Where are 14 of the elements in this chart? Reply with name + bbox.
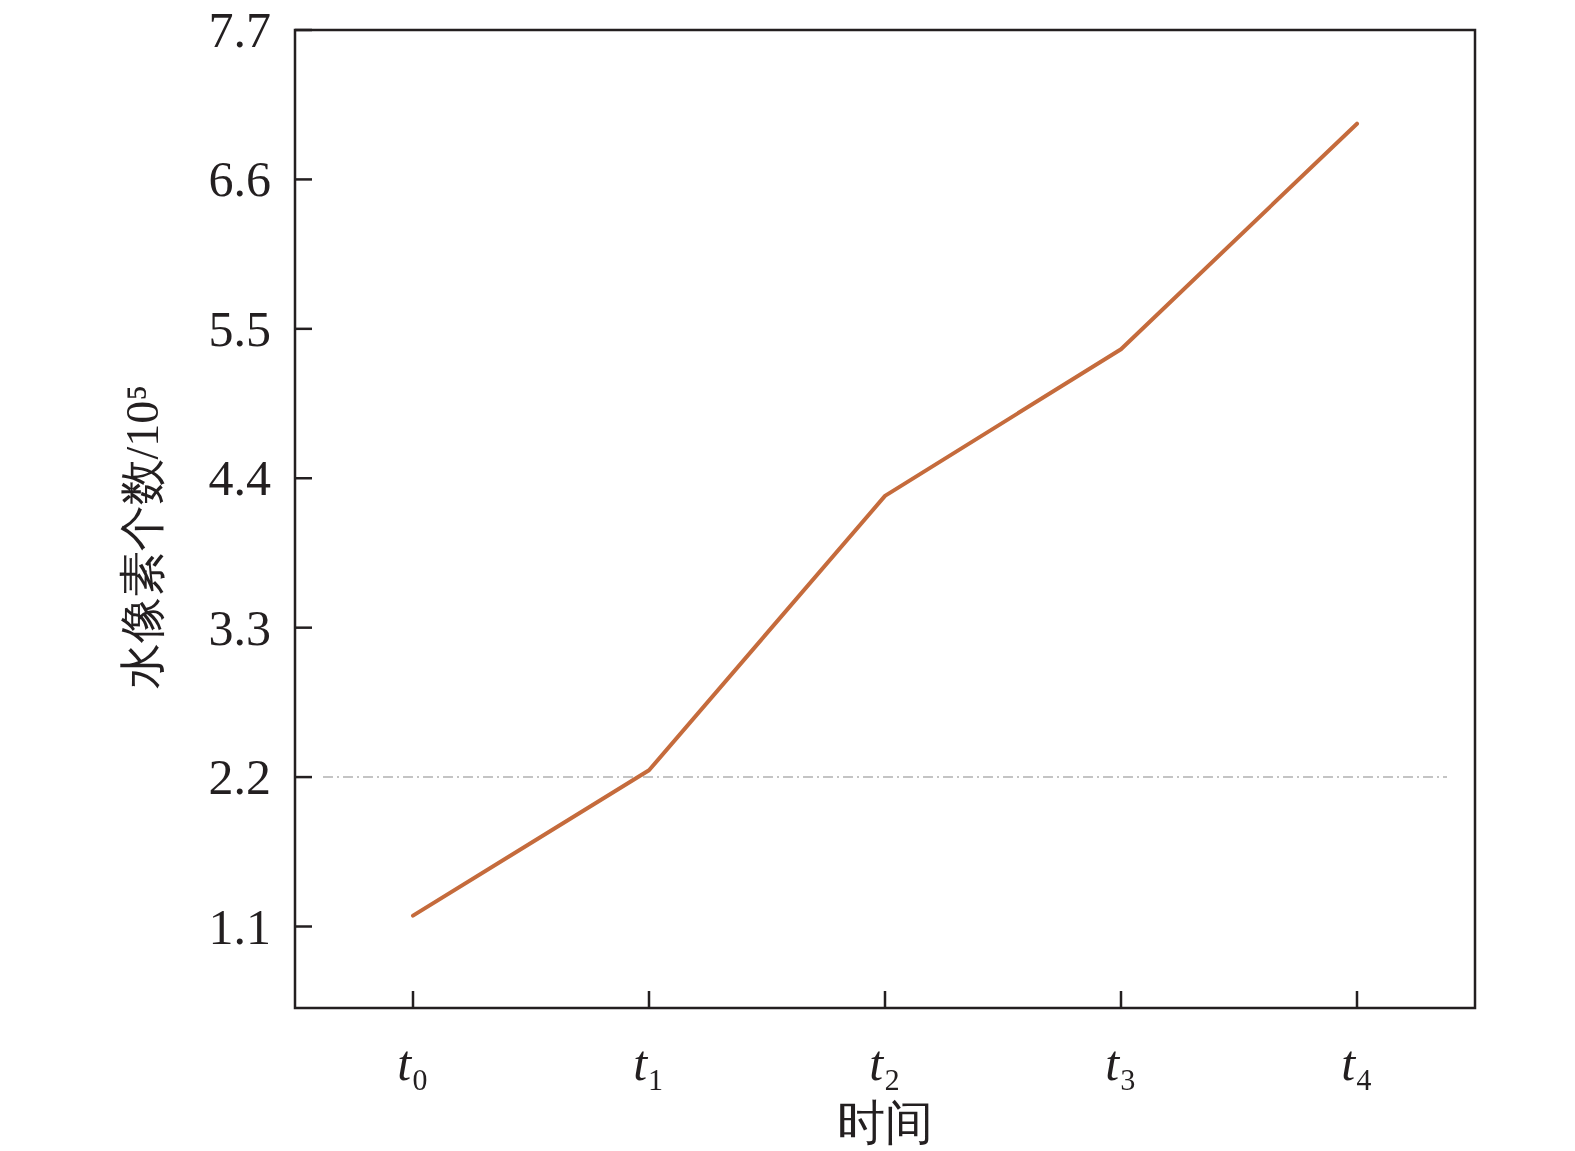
y-tick-label: 2.2 [208,749,271,806]
x-tick-label: t₀ [397,1035,429,1091]
y-axis-title: 水像素个数/10⁵ [116,384,168,690]
y-tick-label: 6.6 [208,151,271,208]
x-tick-label: t₄ [1341,1035,1373,1091]
x-tick-label: t₂ [869,1035,901,1091]
y-tick-label: 3.3 [208,599,271,656]
y-tick-label: 5.5 [208,300,271,357]
x-tick-label: t₃ [1105,1035,1137,1091]
x-axis-title: 时间 [837,1095,933,1149]
y-tick-label: 7.7 [208,2,271,58]
x-tick-label: t₁ [633,1035,665,1091]
y-tick-label: 1.1 [208,898,271,955]
y-tick-label: 4.4 [208,450,271,507]
